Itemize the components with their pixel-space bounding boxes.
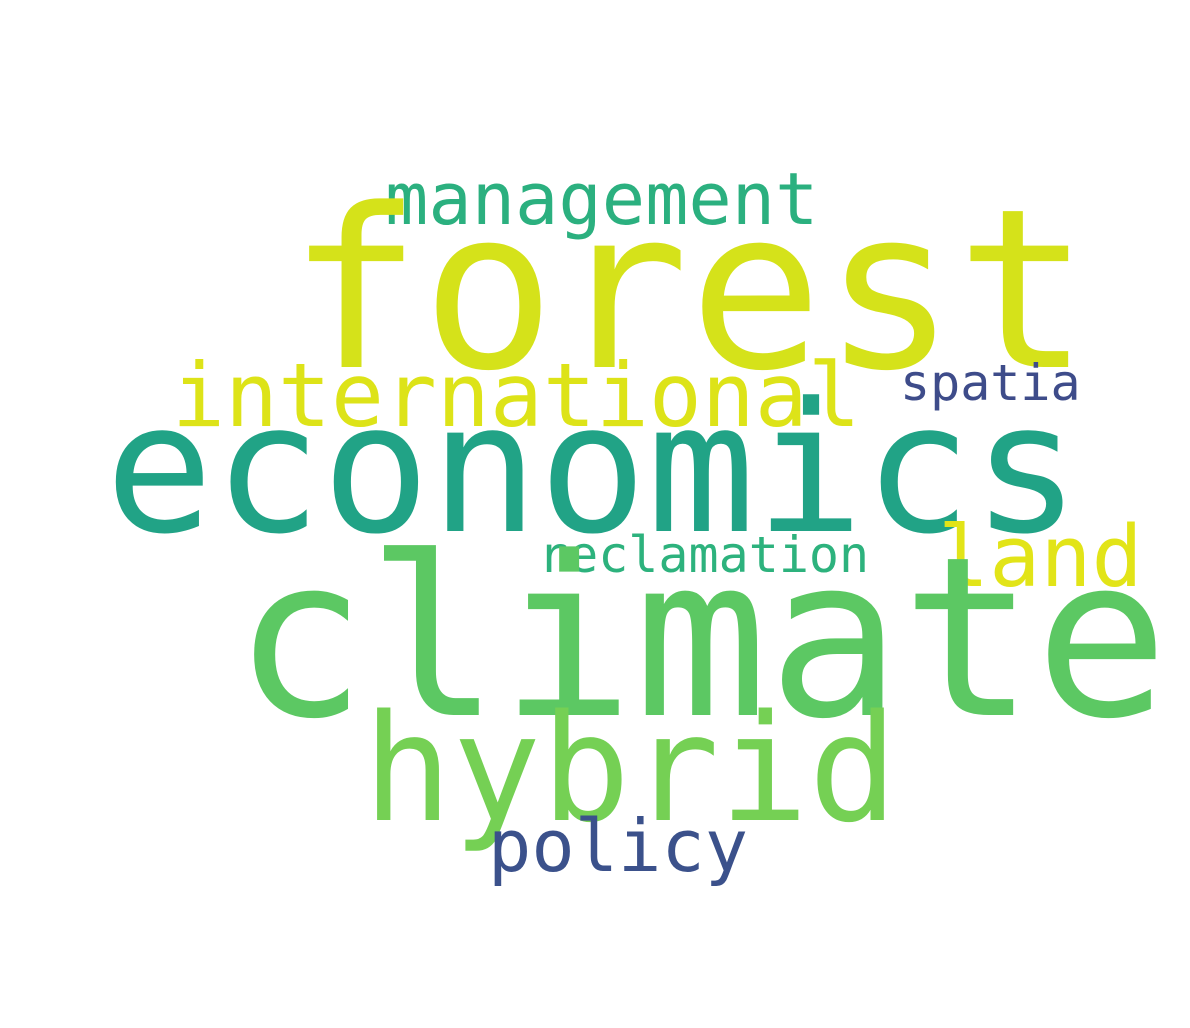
word-management: management xyxy=(385,157,819,241)
word-international: international xyxy=(172,344,861,447)
word-hybrid: hybrid xyxy=(363,683,898,855)
word-economics: economics xyxy=(105,365,1081,574)
word-spatia: spatia xyxy=(900,354,1081,412)
word-climate: climate xyxy=(233,510,1169,768)
word-policy: policy xyxy=(488,804,749,888)
word-forest: forest xyxy=(288,162,1090,420)
word-reclamation: reclamation xyxy=(538,526,870,584)
word-land: land xyxy=(938,508,1143,607)
